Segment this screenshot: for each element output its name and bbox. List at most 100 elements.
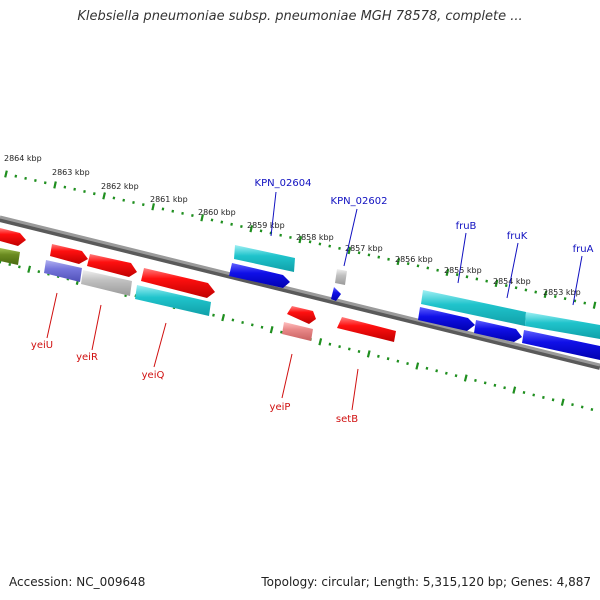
tick-label: 2855 kbp (444, 266, 482, 275)
gene-label[interactable]: setB (336, 414, 358, 425)
minor-tick (92, 192, 96, 196)
minor-tick (347, 347, 351, 351)
minor-tick (357, 349, 361, 353)
minor-tick (454, 374, 458, 378)
major-tick (366, 350, 371, 358)
gene-label[interactable]: fruK (507, 231, 528, 242)
gene-label[interactable]: yeiP (270, 402, 291, 413)
backbone-shadow (0, 216, 600, 370)
minor-tick (338, 345, 341, 349)
minor-tick (542, 395, 545, 399)
gene-label[interactable]: KPN_02602 (331, 196, 388, 207)
minor-tick (465, 275, 469, 279)
gene-feature[interactable] (282, 322, 313, 341)
gene-feature[interactable] (0, 228, 26, 246)
gene-feature[interactable] (234, 245, 295, 272)
minor-tick (474, 378, 477, 382)
gene-feature[interactable] (81, 270, 132, 296)
major-tick (200, 214, 204, 222)
major-tick (347, 246, 352, 255)
major-tick (102, 192, 106, 200)
minor-tick (532, 393, 536, 397)
gene-label[interactable]: yeiU (31, 340, 53, 351)
minor-tick (583, 301, 587, 305)
minor-tick (553, 294, 557, 299)
minor-tick (83, 189, 86, 194)
minor-tick (386, 357, 390, 361)
outer-dotted-ring (4, 170, 597, 309)
minor-tick (14, 174, 18, 178)
minor-tick (514, 286, 518, 290)
gene-feature[interactable] (141, 268, 215, 298)
gene-label[interactable]: fruB (456, 221, 477, 232)
minor-tick (338, 246, 341, 250)
gene-feature[interactable] (418, 307, 475, 331)
genome-stats: Topology: circular; Length: 5,315,120 bp… (261, 575, 591, 589)
minor-tick (493, 383, 497, 387)
minor-tick (318, 242, 322, 246)
minor-tick (63, 185, 67, 189)
gene-feature[interactable] (135, 285, 211, 316)
minor-tick (406, 362, 409, 366)
gene-feature[interactable] (335, 269, 347, 285)
minor-tick (250, 323, 254, 327)
major-tick (4, 170, 8, 178)
minor-tick (240, 224, 243, 229)
accession-info: Accession: NC_009648 (9, 575, 146, 589)
tick-label: 2858 kbp (296, 233, 334, 242)
gene-label[interactable]: fruA (573, 244, 594, 255)
gene-feature[interactable] (522, 330, 600, 360)
minor-tick (485, 279, 488, 283)
gene-features-top (0, 228, 600, 360)
gene-feature[interactable] (87, 254, 137, 277)
minor-tick (425, 366, 429, 370)
minor-tick (406, 262, 410, 266)
minor-tick (141, 203, 145, 207)
major-tick (396, 257, 401, 266)
minor-tick (230, 222, 233, 226)
gene-feature[interactable] (331, 287, 341, 301)
minor-tick (279, 233, 282, 237)
tick-label: 2863 kbp (52, 168, 90, 177)
gene-feature[interactable] (474, 320, 522, 342)
minor-tick (534, 290, 538, 294)
minor-tick (563, 297, 567, 301)
minor-tick (191, 214, 194, 218)
major-tick (494, 279, 499, 288)
minor-tick (212, 313, 215, 317)
gene-feature[interactable] (421, 290, 526, 326)
gene-label[interactable]: yeiQ (142, 370, 165, 381)
gene-feature[interactable] (44, 260, 82, 282)
minor-tick (132, 200, 135, 204)
map-title: Klebsiella pneumoniae subsp. pneumoniae … (77, 9, 523, 24)
minor-tick (475, 277, 479, 281)
gene-label[interactable]: KPN_02604 (255, 178, 312, 189)
minor-tick (260, 325, 264, 329)
minor-tick (590, 407, 594, 411)
gene-feature[interactable] (337, 317, 396, 342)
gene-feature[interactable] (287, 306, 316, 324)
gene-features-bottom (0, 248, 396, 342)
minor-tick (171, 209, 175, 213)
leader-lines-top (270, 191, 583, 306)
major-tick (298, 235, 303, 244)
major-tick (560, 398, 565, 406)
gene-feature[interactable] (0, 248, 20, 265)
minor-tick (503, 386, 506, 390)
minor-tick (377, 354, 380, 358)
minor-tick (524, 288, 528, 292)
minor-tick (426, 266, 430, 270)
gene-feature[interactable] (525, 312, 600, 339)
minor-tick (436, 268, 439, 272)
leader-lines-bottom (46, 292, 359, 411)
minor-tick (18, 265, 21, 269)
major-tick (269, 326, 274, 334)
major-tick (415, 362, 420, 370)
gene-feature[interactable] (50, 244, 88, 264)
major-tick (221, 313, 226, 322)
major-tick (151, 203, 155, 211)
minor-tick (308, 240, 312, 244)
gene-label[interactable]: yeiR (76, 352, 98, 363)
gene-feature[interactable] (229, 263, 290, 288)
